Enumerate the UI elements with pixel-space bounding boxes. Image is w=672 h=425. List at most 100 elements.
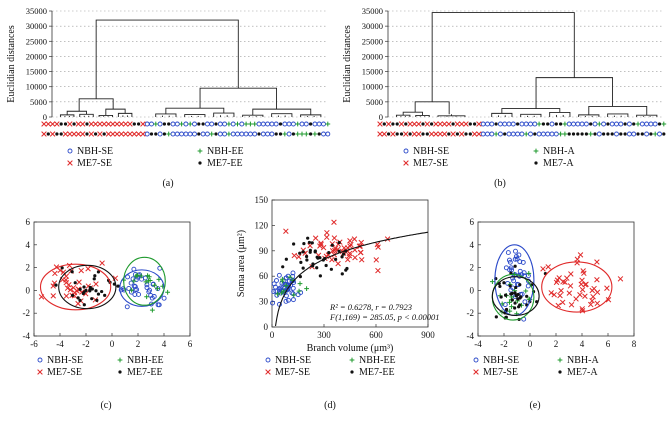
point-me7-se <box>540 266 546 272</box>
cluster-left-leafgroup <box>117 112 133 117</box>
point-me7-se <box>605 297 612 303</box>
point-me7-ee <box>298 251 302 255</box>
point-me7-a <box>513 301 517 305</box>
leaf-marker <box>110 131 116 137</box>
point-me7-ee <box>95 298 99 302</box>
point-nbh-ee <box>287 274 293 280</box>
cluster-left-branch <box>66 110 87 115</box>
leaf-marker <box>295 131 301 137</box>
cluster-right-branch <box>165 107 225 114</box>
point-nbh-se <box>511 278 517 284</box>
legend-marker-nbh-ee <box>117 357 123 363</box>
dendrogram-root <box>95 19 239 99</box>
leaf-marker <box>493 131 499 137</box>
leaf-marker <box>404 122 408 126</box>
cluster-right-leafgroup <box>491 112 513 117</box>
point-me7-se <box>566 290 573 296</box>
legend-marker-nbh-se <box>473 357 479 363</box>
point-me7-se <box>112 275 119 281</box>
y-tick-label: 120 <box>255 220 269 230</box>
leaf-marker <box>385 121 392 127</box>
point-nbh-ee <box>297 281 303 287</box>
point-me7-ee <box>337 249 341 253</box>
legend-label-nbh-ee: NBH-EE <box>359 355 396 366</box>
y-tick-label: 0 <box>379 112 383 122</box>
legend-marker-nbh-a <box>533 148 539 154</box>
point-nbh-ee <box>165 289 171 295</box>
point-me7-se <box>580 268 586 274</box>
leaf-marker <box>110 121 116 127</box>
point-me7-a <box>508 284 512 288</box>
leaf-marker <box>553 131 559 137</box>
legend-marker-nbh-a <box>557 357 563 363</box>
y-tick-label: 20000 <box>362 51 383 61</box>
cluster-right-branch <box>588 105 648 116</box>
point-me7-ee <box>284 257 288 261</box>
leaf-marker <box>455 132 459 136</box>
legend-label-me7-se: ME7-SE <box>77 158 112 169</box>
leaf-marker <box>257 132 261 136</box>
point-me7-se <box>93 281 99 287</box>
leaf-marker <box>644 121 650 127</box>
point-me7-ee <box>316 256 320 260</box>
point-me7-se <box>291 252 298 259</box>
y-tick-label: 150 <box>255 195 269 205</box>
y-tick-label: 4 <box>26 240 31 250</box>
point-nbh-ee <box>144 294 150 300</box>
leaf-marker <box>447 132 451 136</box>
leaf-marker <box>571 132 576 136</box>
leaf-marker <box>209 121 215 127</box>
leaf-marker <box>626 131 632 137</box>
cluster-left-leafgroup <box>437 115 466 117</box>
ellipse-black <box>491 276 540 317</box>
point-me7-se <box>85 266 91 272</box>
leaf-marker <box>437 131 443 137</box>
leaf-marker <box>623 122 627 126</box>
point-me7-ee <box>337 240 341 245</box>
leaf-marker <box>516 122 520 126</box>
leaf-marker <box>515 131 521 137</box>
leaf-marker <box>601 121 607 127</box>
leaf-marker <box>632 122 636 126</box>
point-nbh-ee <box>129 287 135 293</box>
legend-marker-me7-se <box>403 160 409 166</box>
point-me7-se <box>384 236 391 242</box>
x-tick-label: 2 <box>136 339 141 349</box>
legend-label-me7-ee: ME7-EE <box>207 158 243 169</box>
caption-e: (e) <box>529 400 540 411</box>
y-tick-label: -4 <box>23 331 31 341</box>
point-me7-a <box>516 297 520 301</box>
point-me7-ee <box>298 275 302 279</box>
point-nbh-a <box>490 279 495 285</box>
point-me7-se <box>320 244 327 251</box>
leaf-marker <box>559 122 563 126</box>
x-axis-label: Branch volume (μm³) <box>307 343 394 354</box>
leaf-marker <box>92 121 99 127</box>
legend-label-nbh-se: NBH-SE <box>483 355 519 366</box>
cluster-right <box>199 87 278 110</box>
leaf-marker <box>657 122 662 126</box>
leaf-marker <box>291 132 295 136</box>
leaf-marker <box>533 132 537 136</box>
y-tick-label: 35000 <box>26 6 47 16</box>
leaf-marker <box>408 132 412 136</box>
point-me7-se <box>323 234 330 241</box>
point-nbh-se <box>134 287 140 293</box>
point-nbh-ee <box>138 273 144 279</box>
dendrogram-a: 0 5000 10000 15000 20000 25000 30000 35000 Eucli… <box>6 6 331 169</box>
point-nbh-se <box>124 304 130 310</box>
leaf-marker <box>97 121 103 127</box>
cluster-right-leafgroup <box>520 113 542 117</box>
leaf-marker <box>102 132 106 136</box>
leaf-marker <box>269 131 275 137</box>
leaf-marker <box>395 122 399 126</box>
leaf-marker <box>421 132 425 136</box>
leaf-marker <box>114 131 120 137</box>
leaf-marker <box>79 121 86 127</box>
leaf-marker <box>428 131 435 137</box>
leaf-marker <box>476 131 482 137</box>
point-me7-ee <box>329 267 333 271</box>
scatter-e: -4 -2 0 2 4 6 8 -4 -2 0 2 4 6 NBH-SE NBH-A ME7-SE ME7-A <box>467 217 637 378</box>
leaf-marker <box>45 121 52 127</box>
point-nbh-se <box>520 259 526 265</box>
